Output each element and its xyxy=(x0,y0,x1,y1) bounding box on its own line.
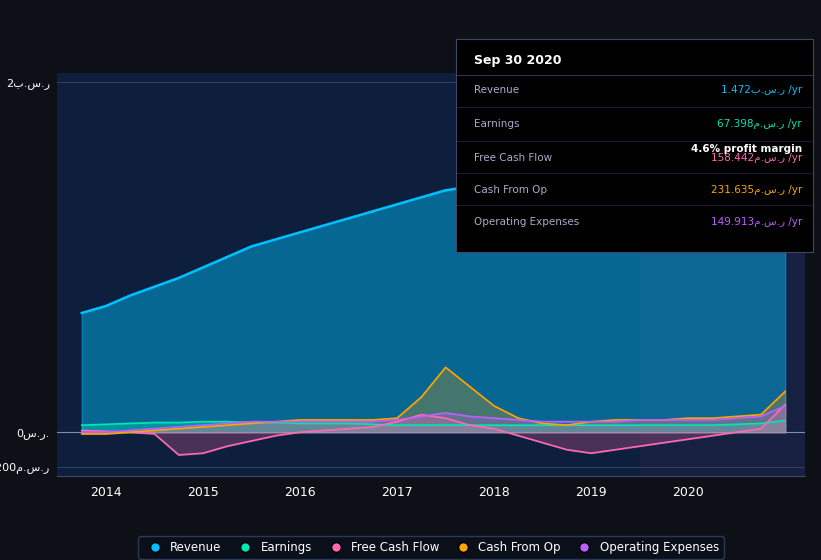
Text: Earnings: Earnings xyxy=(474,119,519,129)
Text: 4.6% profit margin: 4.6% profit margin xyxy=(691,144,802,154)
Bar xyxy=(640,73,805,476)
Text: 1.472ب.س.ر /yr: 1.472ب.س.ر /yr xyxy=(721,85,802,95)
Text: Cash From Op: Cash From Op xyxy=(474,185,547,195)
Text: 149.913م.س.ر /yr: 149.913م.س.ر /yr xyxy=(711,217,802,227)
Text: Operating Expenses: Operating Expenses xyxy=(474,217,579,227)
Text: Sep 30 2020: Sep 30 2020 xyxy=(474,54,561,67)
Text: 231.635م.س.ر /yr: 231.635م.س.ر /yr xyxy=(711,185,802,195)
Text: Revenue: Revenue xyxy=(474,85,519,95)
Legend: Revenue, Earnings, Free Cash Flow, Cash From Op, Operating Expenses: Revenue, Earnings, Free Cash Flow, Cash … xyxy=(139,536,723,559)
Text: 67.398م.س.ر /yr: 67.398م.س.ر /yr xyxy=(718,119,802,129)
Text: Free Cash Flow: Free Cash Flow xyxy=(474,153,552,164)
Text: 158.442م.س.ر /yr: 158.442م.س.ر /yr xyxy=(711,153,802,164)
